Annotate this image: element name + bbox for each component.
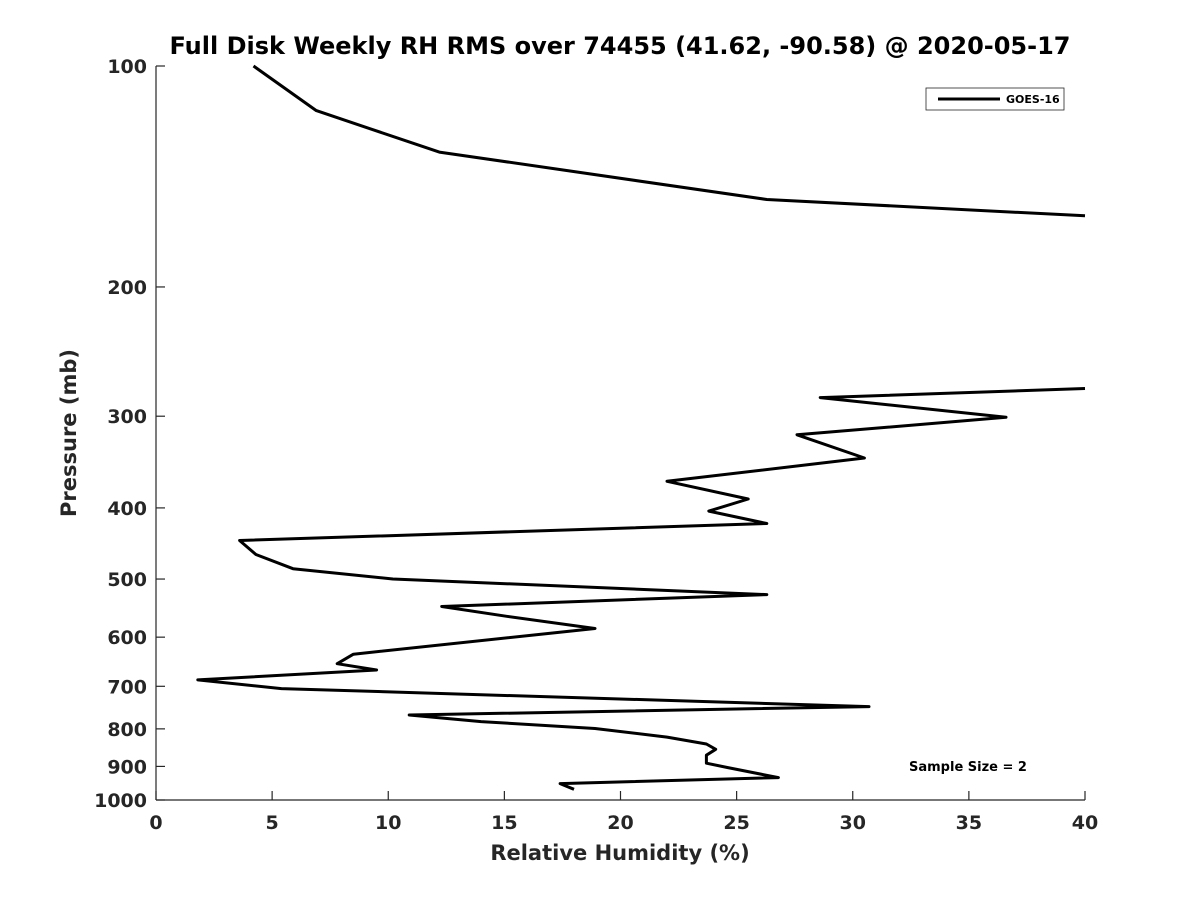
chart-title: Full Disk Weekly RH RMS over 74455 (41.6… <box>169 32 1070 60</box>
x-tick-label: 35 <box>956 812 982 834</box>
series-line-0-segment-0 <box>252 64 1086 218</box>
legend: GOES-16 <box>925 87 1065 111</box>
x-tick-label: 15 <box>491 812 517 834</box>
data-series <box>196 64 1086 791</box>
legend-label-goes-16: GOES-16 <box>1006 93 1060 106</box>
x-tick-label: 30 <box>840 812 866 834</box>
series-line-0-segment-1 <box>196 387 1086 791</box>
y-tick-label: 300 <box>107 406 147 428</box>
y-tick-label: 900 <box>107 756 147 778</box>
sample-size-annotation: Sample Size = 2 <box>909 760 1027 775</box>
y-tick-label: 700 <box>107 676 147 698</box>
x-tick-label: 25 <box>723 812 749 834</box>
x-tick-label: 40 <box>1072 812 1098 834</box>
y-tick-label: 400 <box>107 498 147 520</box>
y-ticks: 100 200 300 400 500 600 700 800 900 1000 <box>94 56 165 812</box>
x-tick-label: 0 <box>149 812 162 834</box>
x-tick-label: 20 <box>607 812 633 834</box>
x-tick-label: 10 <box>375 812 401 834</box>
y-axis-label: Pressure (mb) <box>57 349 81 517</box>
y-tick-label: 100 <box>107 56 147 78</box>
y-tick-label: 600 <box>107 627 147 649</box>
y-tick-label: 500 <box>107 569 147 591</box>
x-ticks: 0 5 10 15 20 25 30 35 40 <box>149 791 1098 834</box>
x-tick-label: 5 <box>266 812 279 834</box>
y-tick-label: 200 <box>107 277 147 299</box>
y-tick-label: 1000 <box>94 790 147 812</box>
x-axis-label: Relative Humidity (%) <box>490 841 749 865</box>
y-tick-label: 800 <box>107 719 147 741</box>
